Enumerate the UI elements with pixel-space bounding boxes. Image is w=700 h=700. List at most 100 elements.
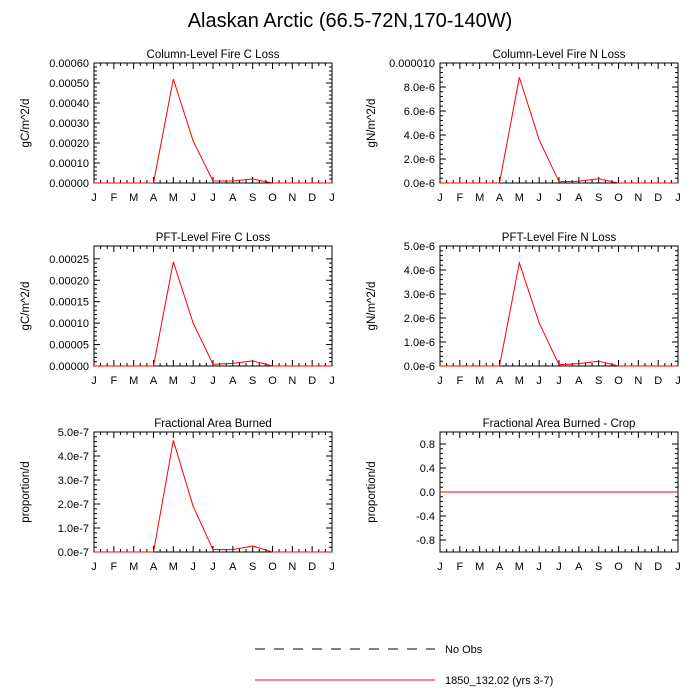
x-tick-label: F <box>110 561 117 573</box>
chart-title: Column-Level Fire C Loss <box>147 49 280 61</box>
y-tick-label: 6.0e-6 <box>404 106 435 118</box>
y-axis-label: gN/m^2/d <box>366 99 378 148</box>
x-tick-label: N <box>288 192 296 204</box>
figure-title: Alaskan Arctic (66.5-72N,170-140W) <box>187 10 513 32</box>
series-line <box>94 78 332 184</box>
x-tick-label: M <box>475 192 484 204</box>
x-tick-label: J <box>437 192 443 204</box>
x-tick-label: J <box>190 375 196 387</box>
chart-title: Fractional Area Burned <box>154 418 272 430</box>
x-tick-label: D <box>654 561 662 573</box>
y-tick-label: 0.0e-6 <box>404 361 435 373</box>
plot-frame <box>93 62 333 184</box>
x-tick-label: F <box>456 561 463 573</box>
y-tick-label: 0.00025 <box>49 254 89 266</box>
y-tick-label: 0.00020 <box>49 275 89 287</box>
x-tick-label: N <box>288 375 296 387</box>
x-tick-label: S <box>595 192 602 204</box>
y-tick-label: 0.00005 <box>49 340 89 352</box>
x-tick-label: M <box>129 192 138 204</box>
y-tick-label: 3.0e-6 <box>404 289 435 301</box>
x-tick-label: S <box>595 561 602 573</box>
x-tick-label: N <box>634 561 642 573</box>
x-tick-label: A <box>229 375 237 387</box>
x-tick-label: J <box>210 375 216 387</box>
x-tick-label: M <box>475 561 484 573</box>
y-tick-label: 1.0e-6 <box>404 337 435 349</box>
x-tick-label: A <box>229 561 237 573</box>
x-tick-label: J <box>210 192 216 204</box>
x-tick-label: A <box>496 375 504 387</box>
x-tick-label: O <box>614 561 623 573</box>
x-tick-label: A <box>150 192 158 204</box>
y-axis-label: proportion/d <box>20 461 32 522</box>
y-tick-label: 0.00000 <box>49 178 89 190</box>
x-tick-label: M <box>169 192 178 204</box>
y-tick-label: 0.00050 <box>49 78 89 90</box>
x-tick-label: J <box>91 192 97 204</box>
y-tick-label: 3.0e-7 <box>58 475 89 487</box>
plot-frame <box>439 245 679 367</box>
x-tick-label: O <box>268 375 277 387</box>
y-tick-label: 2.0e-7 <box>58 499 89 511</box>
x-tick-label: F <box>456 192 463 204</box>
y-tick-label: 2.0e-6 <box>404 154 435 166</box>
x-tick-label: M <box>475 375 484 387</box>
x-tick-label: J <box>536 192 542 204</box>
y-tick-label: 8.0e-6 <box>404 82 435 94</box>
chart-title: Fractional Area Burned - Crop <box>483 418 636 430</box>
x-tick-label: A <box>496 561 504 573</box>
x-tick-label: A <box>496 192 504 204</box>
y-tick-label: -0.8 <box>416 535 435 547</box>
x-tick-label: J <box>329 561 335 573</box>
x-tick-label: A <box>575 375 583 387</box>
x-tick-label: S <box>249 375 256 387</box>
x-tick-label: M <box>169 375 178 387</box>
x-tick-label: O <box>614 192 623 204</box>
chart-title: PFT-Level Fire C Loss <box>156 232 271 244</box>
x-tick-label: A <box>150 561 158 573</box>
x-tick-label: J <box>190 192 196 204</box>
x-tick-label: F <box>110 192 117 204</box>
y-tick-label: -0.4 <box>416 511 435 523</box>
x-tick-label: J <box>675 375 681 387</box>
x-tick-label: S <box>249 561 256 573</box>
series-line <box>440 260 678 367</box>
y-axis-label: gC/m^2/d <box>20 282 32 331</box>
legend-no-obs-label: No Obs <box>445 644 483 656</box>
x-tick-label: J <box>556 561 562 573</box>
x-tick-label: M <box>515 192 524 204</box>
x-tick-label: N <box>288 561 296 573</box>
x-tick-label: D <box>308 561 316 573</box>
x-tick-label: J <box>190 561 196 573</box>
x-tick-label: J <box>437 561 443 573</box>
x-tick-label: O <box>268 561 277 573</box>
y-tick-label: 0.00020 <box>49 138 89 150</box>
y-tick-label: 0.00040 <box>49 98 89 110</box>
y-tick-label: 4.0e-6 <box>404 265 435 277</box>
x-tick-label: N <box>634 192 642 204</box>
x-tick-label: M <box>129 561 138 573</box>
y-tick-label: 0.00015 <box>49 297 89 309</box>
x-tick-label: A <box>150 375 158 387</box>
y-tick-label: 0.00060 <box>49 58 89 70</box>
x-tick-label: J <box>91 375 97 387</box>
legend-model-label: 1850_132.02 (yrs 3-7) <box>445 675 553 687</box>
y-tick-label: 0.0e-6 <box>404 178 435 190</box>
series-line <box>440 77 678 184</box>
x-tick-label: A <box>575 561 583 573</box>
x-tick-label: J <box>556 375 562 387</box>
y-tick-label: 0.00010 <box>49 158 89 170</box>
x-tick-label: J <box>91 561 97 573</box>
x-tick-label: D <box>308 192 316 204</box>
y-axis-label: proportion/d <box>366 461 378 522</box>
x-tick-label: M <box>515 561 524 573</box>
x-tick-label: N <box>634 375 642 387</box>
